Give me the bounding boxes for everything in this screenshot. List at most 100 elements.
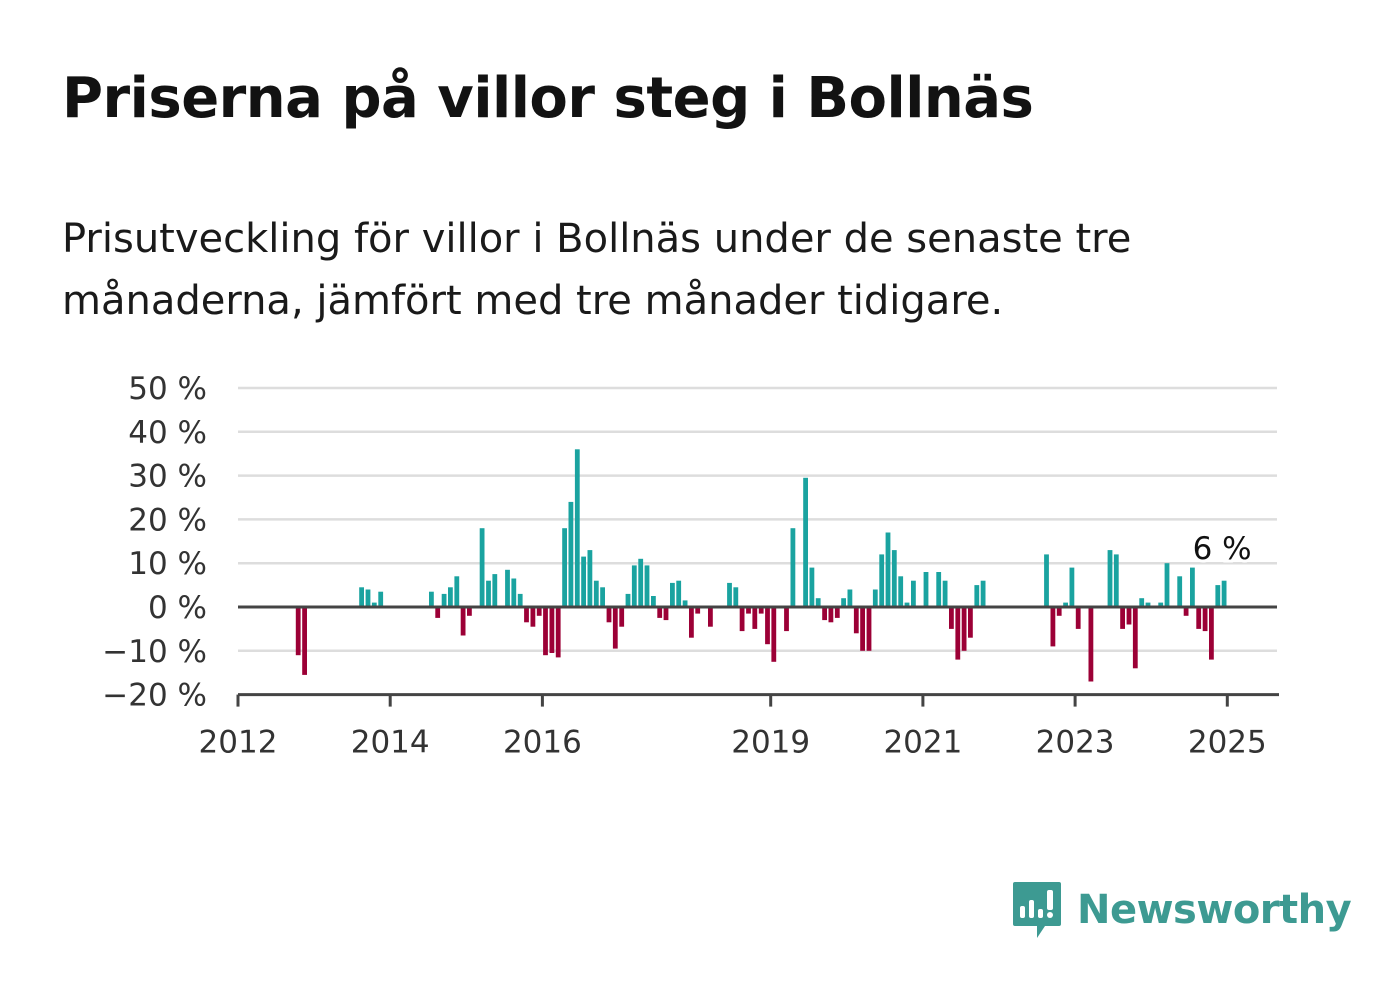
bar	[682, 600, 688, 607]
axes	[236, 605, 1279, 707]
bar	[891, 550, 897, 607]
y-tick-label: 30 %	[128, 459, 207, 495]
y-tick-label: −10 %	[102, 634, 207, 670]
bar	[758, 607, 764, 614]
bar	[974, 585, 980, 607]
bar	[822, 607, 827, 621]
y-tick-label: 50 %	[128, 371, 207, 407]
bar	[454, 576, 460, 607]
bar	[866, 607, 872, 651]
last-value-label: 6 %	[1193, 531, 1252, 567]
bar	[460, 607, 466, 636]
chart-subtitle: Prisutveckling för villor i Bollnäs unde…	[62, 216, 1132, 324]
bar	[543, 607, 548, 656]
bar	[486, 580, 491, 607]
bar	[1158, 602, 1164, 607]
bar	[1139, 598, 1145, 607]
bar	[536, 607, 542, 616]
bar	[435, 607, 441, 618]
bar	[549, 607, 555, 653]
bar	[771, 607, 777, 662]
x-tick-label: 2021	[883, 725, 962, 761]
bar	[815, 598, 821, 607]
bar	[302, 607, 307, 675]
bar	[1120, 607, 1125, 629]
grid-lines	[238, 386, 1277, 653]
bar	[568, 501, 574, 607]
tick-labels: 50 % 40 % 30 % 20 % 10 % 0 % −10 % −20 % 2012 201…	[102, 371, 1266, 761]
bar	[752, 607, 758, 629]
bar	[879, 554, 885, 607]
brand-logo: Newsworthy	[1011, 880, 1352, 940]
bar	[784, 607, 789, 632]
bar	[1164, 563, 1170, 607]
bar	[441, 593, 447, 607]
bar	[530, 607, 536, 627]
bar	[593, 580, 599, 607]
bar	[834, 607, 840, 618]
bar	[872, 589, 878, 607]
newsworthy-chart-bubble-icon	[1013, 882, 1061, 938]
bar	[961, 607, 967, 651]
bar	[1113, 554, 1119, 607]
chart-title: Priserna på villor steg i Bollnäs	[62, 66, 1034, 131]
bar	[809, 567, 815, 607]
bar	[847, 589, 853, 607]
bar	[505, 569, 510, 607]
bar	[695, 607, 701, 614]
bar	[733, 587, 739, 607]
y-tick-label: 0 %	[148, 590, 207, 626]
bar	[968, 607, 973, 638]
bar	[1145, 602, 1151, 607]
bar	[511, 578, 517, 607]
bar	[600, 587, 605, 607]
bar	[676, 580, 682, 607]
bar	[828, 607, 834, 623]
bar	[904, 602, 910, 607]
bar	[467, 607, 472, 616]
bar	[1183, 607, 1189, 616]
bar	[479, 528, 485, 607]
bar	[1088, 607, 1094, 682]
bar	[574, 449, 580, 607]
y-tick-label: −20 %	[102, 678, 207, 714]
bar	[378, 591, 384, 607]
bar	[1209, 607, 1214, 660]
bar	[860, 607, 865, 651]
x-tick-label: 2025	[1188, 725, 1267, 761]
bar	[765, 607, 770, 645]
bar	[492, 574, 498, 607]
y-tick-label: 20 %	[128, 502, 207, 538]
bar	[1063, 602, 1068, 607]
bar	[365, 589, 371, 607]
bar	[841, 598, 846, 607]
bar	[1056, 607, 1062, 616]
bar	[1190, 567, 1195, 607]
bar	[562, 528, 567, 607]
bar	[631, 565, 637, 607]
bar	[1132, 607, 1138, 669]
bar	[727, 582, 732, 607]
bar	[625, 593, 631, 607]
bar	[371, 602, 377, 607]
bar	[587, 550, 593, 607]
bar	[581, 556, 586, 607]
bar	[1126, 607, 1132, 625]
bar	[670, 582, 675, 607]
bar	[1215, 585, 1221, 607]
bar	[1075, 607, 1081, 629]
bars	[295, 449, 1227, 682]
bar	[638, 558, 644, 607]
x-tick-label: 2019	[731, 725, 810, 761]
bar	[517, 593, 523, 607]
bar	[853, 607, 859, 634]
y-tick-label: 10 %	[128, 546, 207, 582]
bar	[1107, 550, 1113, 607]
bar	[524, 607, 529, 623]
bar	[1202, 607, 1208, 632]
bar	[1196, 607, 1202, 629]
bar	[803, 477, 808, 607]
bar	[657, 607, 663, 618]
brand-name: Newsworthy	[1077, 887, 1352, 933]
